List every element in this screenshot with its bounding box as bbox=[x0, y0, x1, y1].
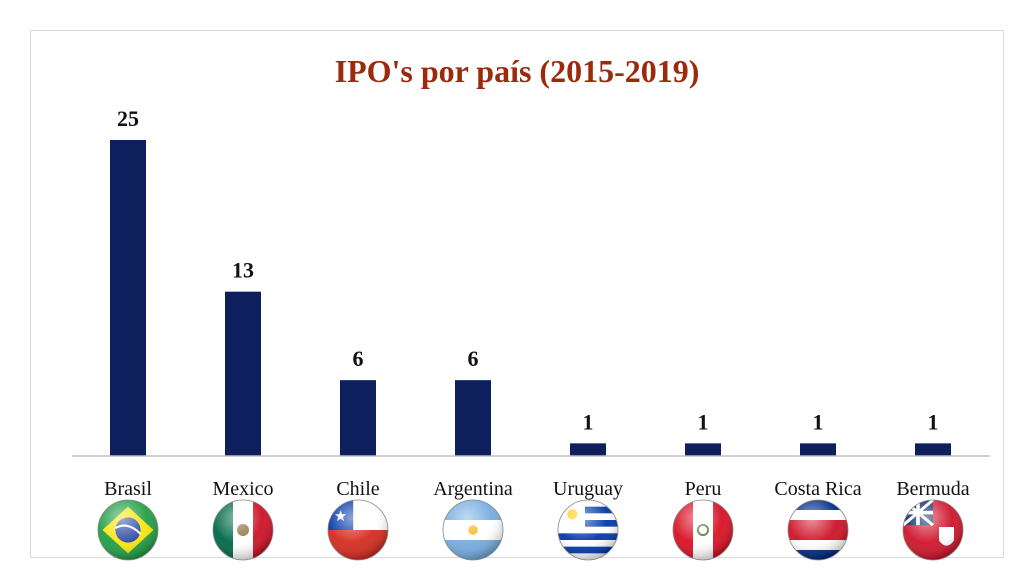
category-label-uruguay: Uruguay bbox=[553, 478, 623, 500]
value-label-costa-rica: 1 bbox=[813, 409, 824, 434]
bar-brasil bbox=[110, 140, 146, 456]
category-label-costa-rica: Costa Rica bbox=[774, 478, 861, 500]
category-labels: Brasil Mexico Chile Argentina Uruguay Peru Cos… bbox=[104, 478, 970, 500]
value-label-mexico: 13 bbox=[232, 258, 254, 283]
category-label-argentina: Argentina bbox=[433, 478, 513, 500]
value-label-bermuda: 1 bbox=[928, 409, 939, 434]
value-label-peru: 1 bbox=[698, 409, 709, 434]
bar-argentina bbox=[455, 380, 491, 456]
brazil-flag-icon bbox=[97, 499, 159, 561]
chart-frame bbox=[30, 30, 1004, 558]
bars-group: 25 13 6 6 1 1 1 1 bbox=[110, 106, 951, 456]
value-label-uruguay: 1 bbox=[583, 409, 594, 434]
bar-uruguay bbox=[570, 443, 606, 456]
category-label-mexico: Mexico bbox=[212, 478, 273, 500]
uruguay-flag-icon bbox=[557, 499, 619, 561]
value-label-argentina: 6 bbox=[468, 346, 479, 371]
bar-chile bbox=[340, 380, 376, 456]
mexico-flag-icon bbox=[212, 499, 274, 561]
chart-title: IPO's por país (2015-2019) bbox=[335, 53, 700, 89]
argentina-flag-icon bbox=[442, 499, 504, 561]
category-label-brasil: Brasil bbox=[104, 478, 152, 500]
category-label-peru: Peru bbox=[685, 478, 722, 500]
chile-flag-icon bbox=[327, 499, 389, 561]
bar-bermuda bbox=[915, 443, 951, 456]
bar-costa-rica bbox=[800, 443, 836, 456]
value-label-chile: 6 bbox=[353, 346, 364, 371]
costa-rica-flag-icon bbox=[787, 499, 849, 561]
bermuda-flag-icon bbox=[902, 499, 964, 561]
category-label-bermuda: Bermuda bbox=[896, 478, 969, 500]
value-label-brasil: 25 bbox=[117, 106, 139, 131]
category-label-chile: Chile bbox=[336, 478, 379, 500]
bar-peru bbox=[685, 443, 721, 456]
peru-flag-icon bbox=[672, 499, 734, 561]
bar-mexico bbox=[225, 291, 261, 456]
flag-icons bbox=[97, 499, 964, 561]
